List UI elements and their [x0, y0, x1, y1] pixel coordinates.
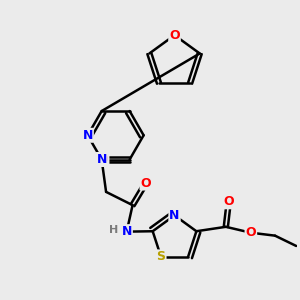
- Text: O: O: [98, 153, 108, 166]
- Text: N: N: [97, 153, 107, 166]
- Text: O: O: [245, 226, 256, 239]
- Text: O: O: [140, 177, 151, 190]
- Text: N: N: [82, 129, 93, 142]
- Text: S: S: [157, 250, 166, 263]
- Text: N: N: [169, 209, 180, 222]
- Text: O: O: [224, 195, 234, 208]
- Text: O: O: [169, 29, 180, 42]
- Text: N: N: [122, 225, 132, 238]
- Text: H: H: [109, 225, 118, 235]
